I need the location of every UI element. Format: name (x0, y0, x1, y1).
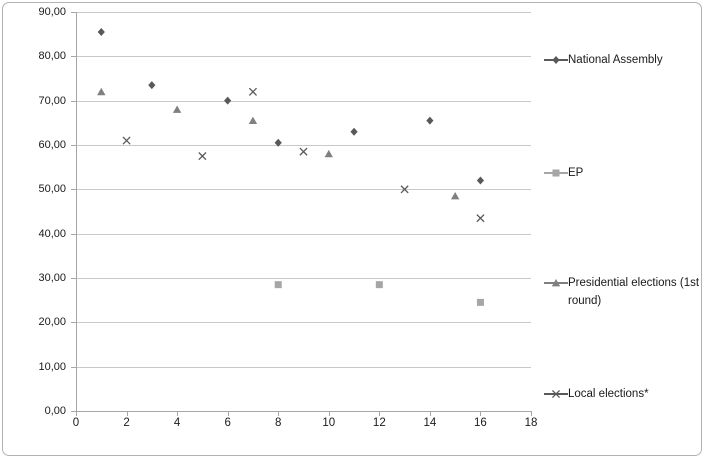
y-axis-tick (71, 12, 76, 13)
y-axis-tick (71, 278, 76, 279)
y-axis-label: 30,00 (38, 272, 66, 284)
legend-marker-local-elections (551, 389, 561, 399)
y-axis-label: 10,00 (38, 360, 66, 373)
y-axis-tick (71, 56, 76, 58)
x-axis-label: 16 (474, 417, 487, 429)
y-axis-tick (71, 411, 76, 412)
x-axis-tick (126, 411, 128, 416)
y-axis-tick (71, 366, 76, 368)
y-axis-tick (71, 189, 76, 191)
x-axis-tick (278, 411, 280, 416)
x-axis-tick (480, 411, 482, 416)
x-axis-tick (227, 411, 229, 416)
y-axis-label: 20,00 (38, 316, 66, 329)
legend-item-national-assembly: National Assembly (544, 51, 700, 69)
gridline (76, 278, 531, 279)
legend-label: Presidential elections (1st round) (568, 277, 700, 307)
y-axis-label: 70,00 (38, 94, 66, 107)
x-axis-label: 8 (275, 417, 282, 429)
y-axis-label: 40,00 (38, 227, 66, 240)
x-axis-tick (531, 411, 532, 416)
gridline (76, 189, 531, 191)
gridline (76, 12, 531, 13)
y-axis-label: 0,00 (44, 405, 66, 417)
x-axis-tick (379, 411, 381, 416)
x-axis-line (76, 411, 532, 412)
y-axis-label: 90,00 (38, 6, 66, 18)
x-axis-label: 6 (224, 417, 231, 429)
y-axis-tick (71, 233, 76, 235)
legend-marker-ep (552, 169, 560, 177)
legend-marker-diamond-icon (544, 56, 568, 64)
y-axis-tick (71, 145, 76, 146)
x-axis-tick (328, 411, 330, 416)
chart-legend: National Assembly EP Presidential election… (544, 0, 702, 459)
x-axis-tick (177, 411, 179, 416)
legend-label: EP (568, 167, 584, 179)
x-axis-label: 2 (123, 417, 130, 429)
x-axis-label: 0 (72, 417, 80, 429)
x-axis-label: 14 (423, 417, 437, 429)
legend-marker-triangle-icon (544, 279, 568, 287)
legend-marker-presidential-elections-1st-round (551, 279, 561, 287)
gridline (76, 233, 531, 235)
legend-label: National Assembly (568, 54, 663, 66)
x-axis-label: 4 (173, 417, 181, 429)
gridline (76, 366, 531, 368)
legend-item-local-elections: Local elections* (544, 385, 700, 403)
legend-item-ep: EP (544, 164, 700, 182)
gridline (76, 145, 531, 146)
y-axis-label: 50,00 (38, 183, 66, 196)
legend-marker-x-icon (544, 389, 568, 399)
x-axis-label: 12 (372, 417, 386, 429)
legend-marker-square-icon (544, 169, 568, 177)
y-axis-tick (71, 100, 76, 102)
legend-item-presidential-elections-1st-round: Presidential elections (1st round) (544, 274, 700, 310)
x-axis-tick (76, 411, 77, 416)
y-axis-label: 60,00 (38, 139, 66, 151)
legend-label: Local elections* (568, 388, 649, 400)
gridline (76, 100, 531, 102)
y-axis-tick (71, 322, 76, 324)
gridline (76, 322, 531, 324)
x-axis-label: 10 (322, 417, 336, 429)
y-axis-label: 80,00 (38, 50, 66, 63)
legend-marker-national-assembly (552, 56, 560, 64)
x-axis-label: 18 (524, 417, 538, 429)
x-axis-tick (429, 411, 431, 416)
gridline (76, 56, 531, 58)
y-axis-line (76, 12, 77, 411)
